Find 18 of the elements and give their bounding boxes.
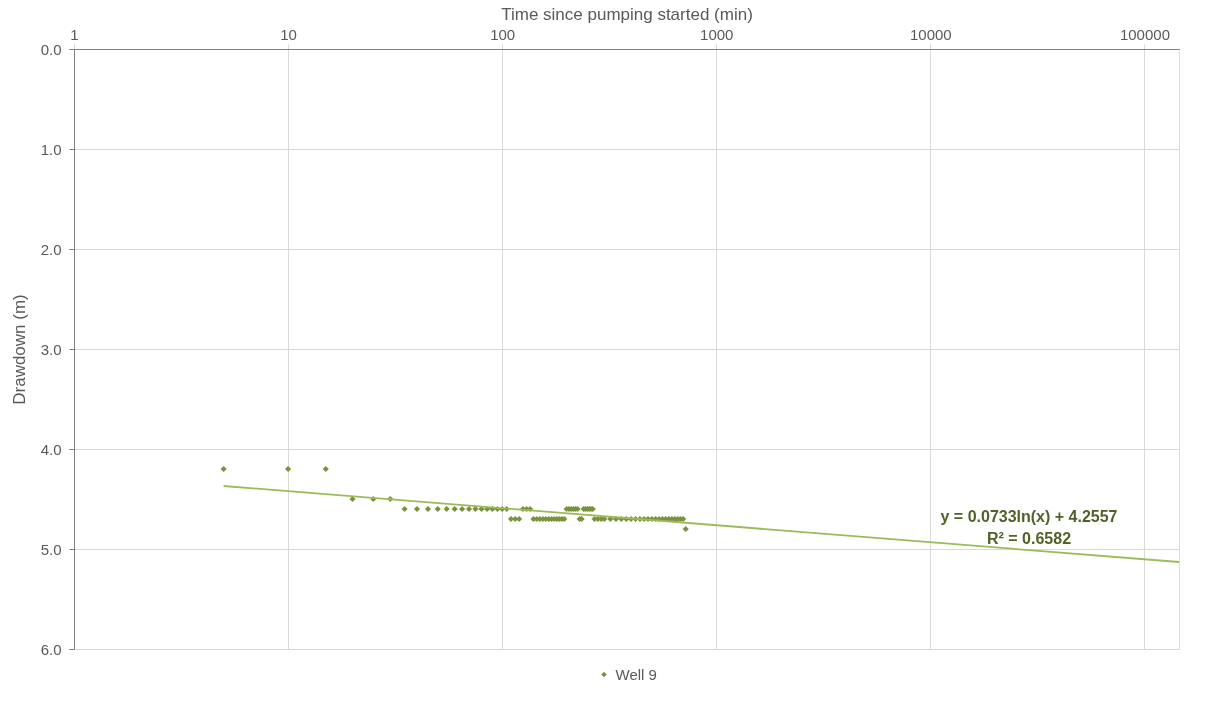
- legend-label: Well 9: [615, 665, 657, 683]
- x-tick-label: 10000: [910, 25, 952, 43]
- x-tick-label: 10: [280, 25, 297, 43]
- y-tick-label: 3.0: [40, 340, 62, 358]
- x-tick-label: 1000: [700, 25, 734, 43]
- y-tick-label: 4.0: [40, 440, 62, 458]
- x-tick-label: 100: [490, 25, 516, 43]
- x-tick-label: 1: [70, 25, 79, 43]
- y-tick-label: 5.0: [40, 540, 62, 558]
- y-axis-title: Drawdown (m): [9, 294, 29, 405]
- y-tick-label: 1.0: [40, 140, 62, 158]
- y-tick-label: 6.0: [40, 640, 62, 658]
- x-tick-label: 100000: [1119, 25, 1170, 43]
- x-axis-title: Time since pumping started (min): [501, 4, 753, 24]
- annotation: y = 0.0733ln(x) + 4.2557: [940, 508, 1118, 525]
- y-tick-label: 0.0: [40, 40, 62, 58]
- annotation: R² = 0.6582: [986, 530, 1072, 547]
- y-tick-label: 2.0: [40, 240, 62, 258]
